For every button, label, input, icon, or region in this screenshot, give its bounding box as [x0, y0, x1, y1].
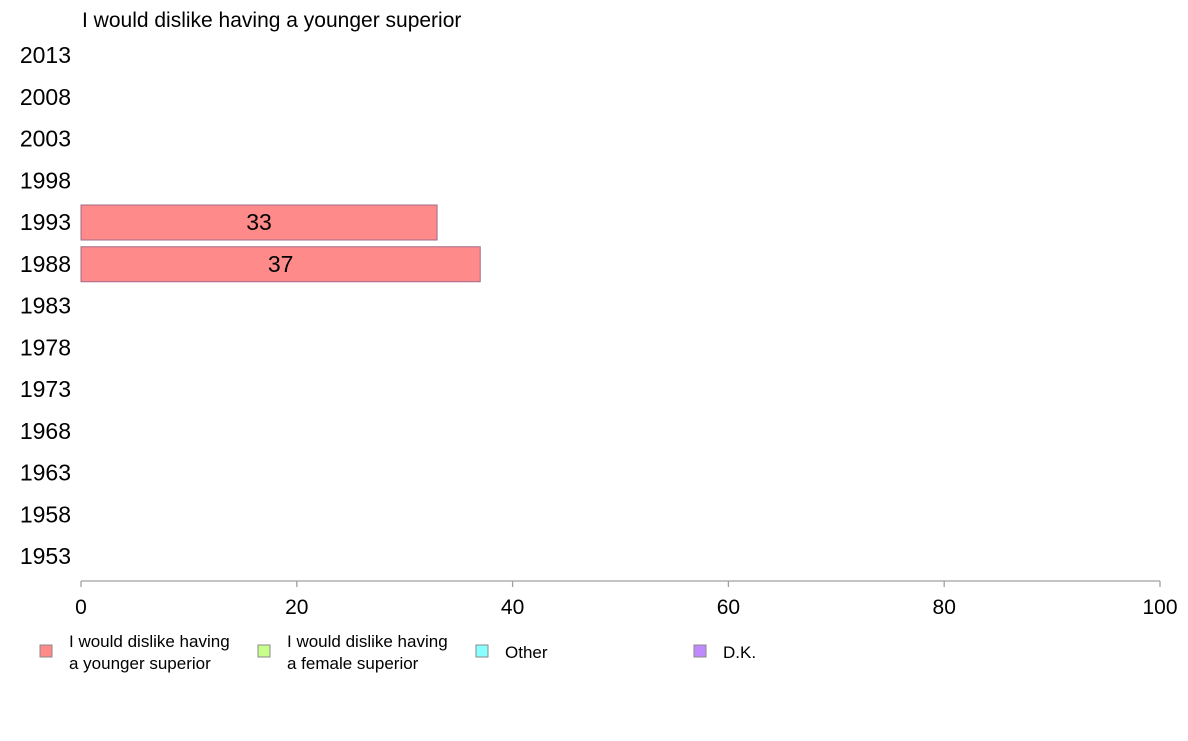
chart-title: I would dislike having a younger superio…: [82, 9, 461, 32]
legend-swatch: [257, 644, 271, 658]
x-tick-label: 20: [285, 596, 308, 619]
legend-item: I would dislike having a younger superior: [39, 632, 230, 673]
legend-swatch: [39, 644, 53, 658]
legend-label: a younger superior: [69, 654, 211, 673]
x-tick-label: 40: [501, 596, 524, 619]
category-label: 1968: [20, 418, 71, 444]
category-label: 1958: [20, 501, 71, 527]
category-labels: 2013 2008 2003 1998 1993 1988 1983 1978 1973 1968…: [20, 42, 71, 569]
legend: I would dislike having a younger superior…: [39, 632, 756, 673]
x-tick-label: 60: [717, 596, 740, 619]
category-label: 1973: [20, 376, 71, 402]
x-tick-label: 100: [1142, 596, 1177, 619]
category-label: 2008: [20, 84, 71, 110]
x-axis: 0 20 40 60 80 100: [75, 580, 1178, 619]
x-tick-label: 80: [933, 596, 956, 619]
bar-value-label: 33: [246, 209, 272, 235]
legend-label: I would dislike having: [69, 632, 230, 651]
legend-swatch: [693, 644, 707, 658]
x-tick-label: 0: [75, 596, 87, 619]
legend-swatch: [475, 644, 489, 658]
legend-label: Other: [505, 643, 548, 662]
legend-label: I would dislike having: [287, 632, 448, 651]
category-label: 1998: [20, 167, 71, 193]
legend-item: D.K.: [693, 643, 756, 662]
bar: [80, 246, 481, 283]
legend-item: Other: [475, 643, 548, 662]
legend-label: D.K.: [723, 643, 756, 662]
category-label: 1963: [20, 460, 71, 486]
category-label: 2003: [20, 126, 71, 152]
legend-label: a female superior: [287, 654, 419, 673]
bars: 33 37: [80, 204, 481, 283]
category-label: 1993: [20, 209, 71, 235]
category-label: 1953: [20, 543, 71, 569]
bar: [80, 204, 438, 241]
legend-item: I would dislike having a female superior: [257, 632, 448, 673]
category-label: 2013: [20, 42, 71, 68]
category-label: 1983: [20, 293, 71, 319]
category-label: 1978: [20, 334, 71, 360]
category-label: 1988: [20, 251, 71, 277]
bar-value-label: 37: [268, 251, 294, 277]
